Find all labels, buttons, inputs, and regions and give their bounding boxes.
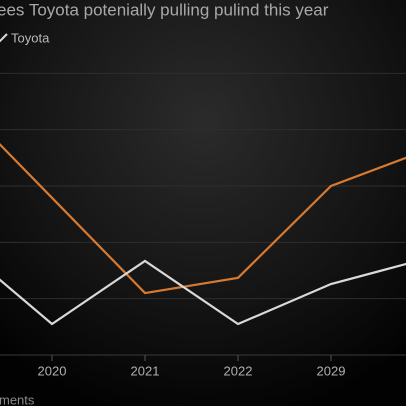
x-tick-label: 2021: [131, 363, 160, 378]
x-tick-label: 2029: [317, 363, 346, 378]
series-line: [0, 143, 406, 295]
legend: Toyota: [0, 30, 50, 45]
legend-swatch: [0, 33, 8, 43]
x-tick-label: 2022: [224, 363, 253, 378]
footer: ments: [0, 392, 35, 406]
series-line: [0, 259, 406, 326]
legend-label: Toyota: [11, 30, 50, 45]
chart-title: ees Toyota potenially pulling pulind thi…: [0, 0, 329, 19]
x-tick-label: 2020: [38, 363, 67, 378]
